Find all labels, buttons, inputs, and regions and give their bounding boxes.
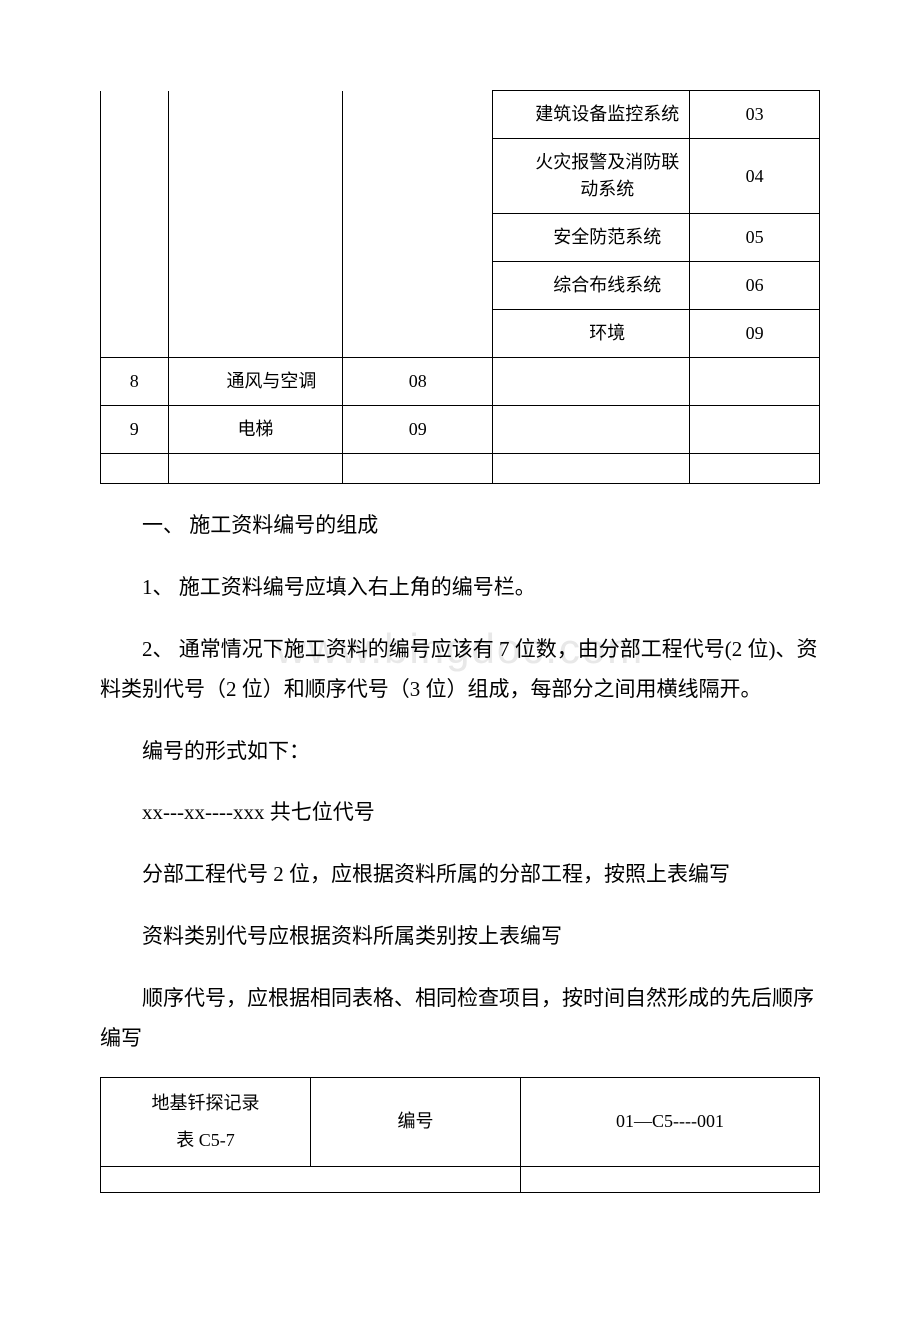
cell-blank bbox=[168, 454, 343, 484]
cell-code: 06 bbox=[690, 262, 820, 310]
cell-code: 03 bbox=[690, 91, 820, 139]
cell-text: 火灾报警及消防联动系统 bbox=[535, 152, 679, 199]
cell-blank bbox=[101, 91, 169, 358]
paragraph: 资料类别代号应根据资料所属类别按上表编写 bbox=[100, 917, 820, 957]
paragraph: 2、 通常情况下施工资料的编号应该有 7 位数，由分部工程代号(2 位)、资料类… bbox=[100, 630, 820, 710]
cell-text: 通风与空调 bbox=[226, 371, 316, 391]
cell-text: 04 bbox=[746, 166, 764, 186]
cell-code: 09 bbox=[690, 310, 820, 358]
cell-blank bbox=[493, 358, 690, 406]
cell-title: 地基钎探记录 表 C5-7 bbox=[101, 1077, 311, 1166]
table-row-empty bbox=[101, 454, 820, 484]
table-row: 8 通风与空调 08 bbox=[101, 358, 820, 406]
cell-text: 09 bbox=[409, 419, 427, 439]
cell-text: 环境 bbox=[589, 323, 625, 343]
table-row-empty bbox=[101, 1166, 820, 1192]
cell-text: 08 bbox=[409, 371, 427, 391]
cell-blank bbox=[521, 1166, 820, 1192]
cell-name: 电梯 bbox=[168, 406, 343, 454]
cell-text: 06 bbox=[746, 275, 764, 295]
cell-text: 8 bbox=[130, 371, 139, 391]
cell-text: 编号 bbox=[398, 1111, 434, 1131]
paragraph-text: 2、 通常情况下施工资料的编号应该有 7 位数，由分部工程代号(2 位)、资料类… bbox=[100, 637, 817, 701]
cell-blank bbox=[101, 1166, 521, 1192]
cell-text: 09 bbox=[746, 323, 764, 343]
example-table: 地基钎探记录 表 C5-7 编号 01—C5----001 bbox=[100, 1077, 820, 1193]
cell-blank bbox=[690, 454, 820, 484]
cell-code: 04 bbox=[690, 139, 820, 214]
cell-text: 建筑设备监控系统 bbox=[535, 104, 679, 124]
cell-text: 03 bbox=[746, 104, 764, 124]
cell-name: 通风与空调 bbox=[168, 358, 343, 406]
cell-text: 综合布线系统 bbox=[553, 275, 661, 295]
paragraph: 顺序代号，应根据相同表格、相同检查项目，按时间自然形成的先后顺序编写 bbox=[100, 979, 820, 1059]
cell-blank bbox=[343, 91, 493, 358]
cell-label: 编号 bbox=[311, 1077, 521, 1166]
cell-blank bbox=[493, 406, 690, 454]
cell-text: 安全防范系统 bbox=[553, 227, 661, 247]
cell-blank bbox=[101, 454, 169, 484]
paragraph: 分部工程代号 2 位，应根据资料所属的分部工程，按照上表编写 bbox=[100, 855, 820, 895]
cell-code: 05 bbox=[690, 214, 820, 262]
classification-table: 建筑设备监控系统 03 火灾报警及消防联动系统 04 安全防范系统 05 综合布… bbox=[100, 90, 820, 484]
cell-line2: 表 C5-7 bbox=[107, 1127, 304, 1154]
cell-code: 01—C5----001 bbox=[521, 1077, 820, 1166]
cell-index: 8 bbox=[101, 358, 169, 406]
cell-text: 05 bbox=[746, 227, 764, 247]
table-row: 地基钎探记录 表 C5-7 编号 01—C5----001 bbox=[101, 1077, 820, 1166]
cell-subsystem: 环境 bbox=[493, 310, 690, 358]
cell-text: 01—C5----001 bbox=[616, 1111, 724, 1131]
cell-blank bbox=[690, 406, 820, 454]
cell-index: 9 bbox=[101, 406, 169, 454]
cell-subsystem: 建筑设备监控系统 bbox=[493, 91, 690, 139]
table-row: 9 电梯 09 bbox=[101, 406, 820, 454]
heading-1: 一、 施工资料编号的组成 bbox=[100, 506, 820, 546]
cell-blank bbox=[343, 454, 493, 484]
page-content: 建筑设备监控系统 03 火灾报警及消防联动系统 04 安全防范系统 05 综合布… bbox=[100, 90, 820, 1193]
cell-blank bbox=[690, 358, 820, 406]
cell-text: 电梯 bbox=[237, 419, 273, 439]
cell-subsystem: 安全防范系统 bbox=[493, 214, 690, 262]
cell-blank bbox=[493, 454, 690, 484]
paragraph: 1、 施工资料编号应填入右上角的编号栏。 bbox=[100, 568, 820, 608]
cell-code: 09 bbox=[343, 406, 493, 454]
cell-text: 9 bbox=[130, 419, 139, 439]
cell-code: 08 bbox=[343, 358, 493, 406]
paragraph: 编号的形式如下： bbox=[100, 732, 820, 772]
cell-blank bbox=[168, 91, 343, 358]
paragraph: xx---xx----xxx 共七位代号 bbox=[100, 793, 820, 833]
cell-subsystem: 火灾报警及消防联动系统 bbox=[493, 139, 690, 214]
table-row: 建筑设备监控系统 03 bbox=[101, 91, 820, 139]
cell-line1: 地基钎探记录 bbox=[107, 1090, 304, 1117]
cell-subsystem: 综合布线系统 bbox=[493, 262, 690, 310]
